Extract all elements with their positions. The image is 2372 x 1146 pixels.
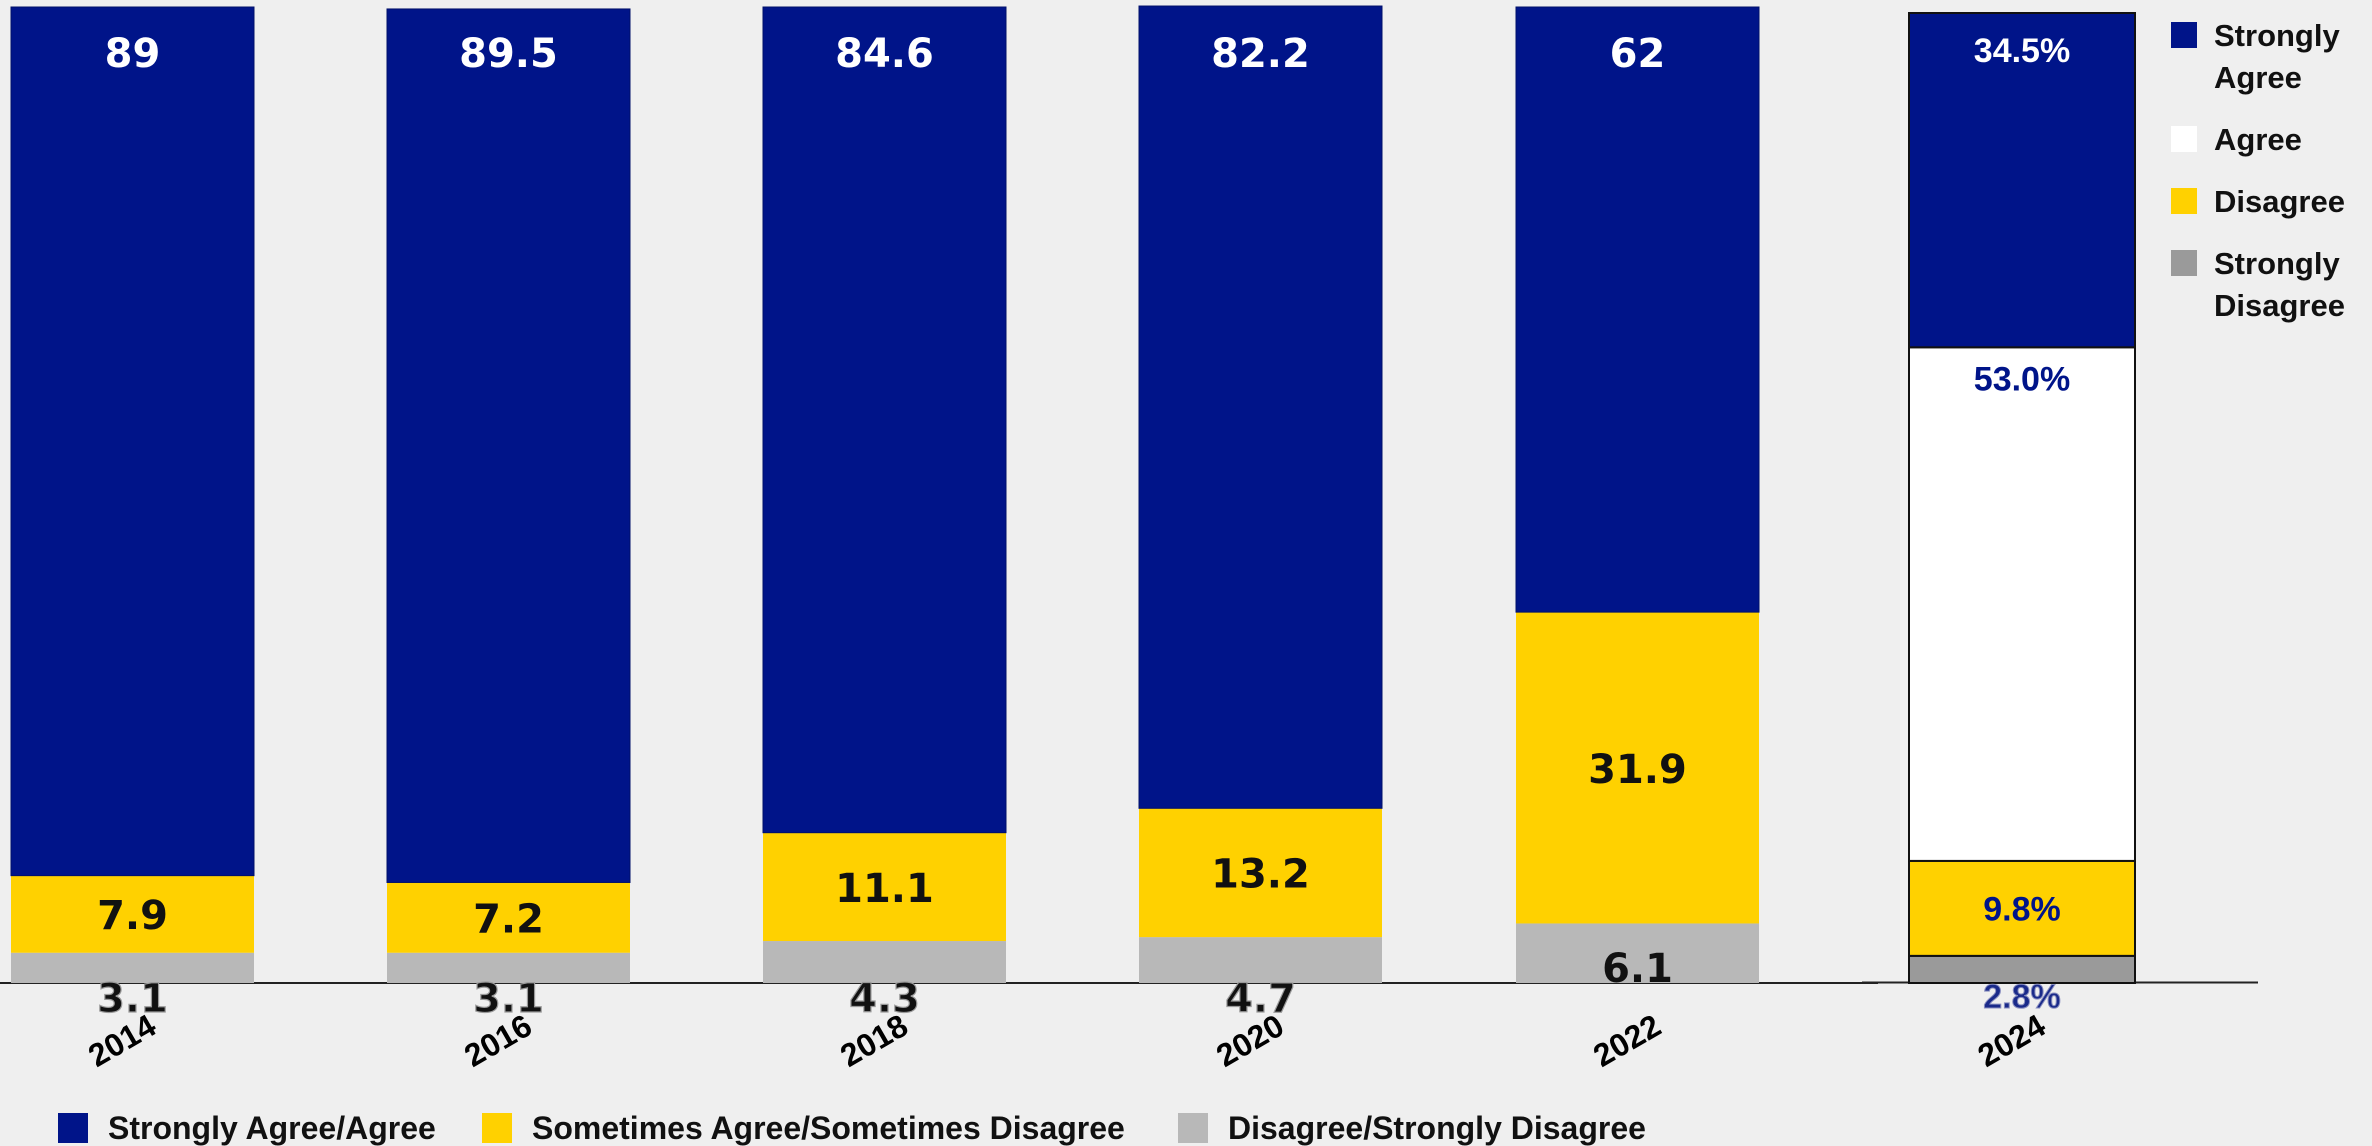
legend-swatch-bottom-1 xyxy=(482,1113,512,1143)
bar-segment-agree-2022 xyxy=(1515,6,1760,613)
data-label-2024-segment-strongly-disagree: 2.8% xyxy=(1983,978,2061,1016)
bar-segment-disagree-2014 xyxy=(11,952,254,983)
x-tick-2024: 2024 xyxy=(1972,1007,2052,1074)
bar-segment-agree-2014 xyxy=(10,6,255,877)
data-label-2024-segment-strongly-agree: 34.5% xyxy=(1974,32,2070,70)
bar-segment-disagree-2018 xyxy=(763,941,1006,983)
legend-label-right-0-line-0: Strongly xyxy=(2214,18,2340,53)
bar-segment-agree-2018 xyxy=(762,6,1007,834)
bar-2024-segment-disagree xyxy=(1908,859,2136,957)
data-label-sometimes-2018: 11.1 xyxy=(835,866,934,912)
data-label-agree-2020: 82.2 xyxy=(1211,31,1310,77)
legend-swatch-bottom-2 xyxy=(1178,1113,1208,1143)
bar-segment-agree-2020 xyxy=(1138,5,1383,809)
data-label-disagree-2014: 3.1 xyxy=(97,976,168,1022)
legend-label-right-1-line-0: Agree xyxy=(2214,122,2302,157)
legend-swatch-right-3 xyxy=(2171,250,2197,276)
bar-segment-sometimes-2020 xyxy=(1139,808,1382,938)
legend-label-bottom-2: Disagree/Strongly Disagree xyxy=(1228,1110,1646,1146)
legend-swatch-right-0 xyxy=(2171,22,2197,48)
data-label-sometimes-2022: 31.9 xyxy=(1588,747,1687,793)
data-label-2024-segment-disagree: 9.8% xyxy=(1983,890,2061,928)
data-label-disagree-2020: 4.7 xyxy=(1225,976,1296,1022)
data-label-disagree-2016: 3.1 xyxy=(473,976,544,1022)
bar-segment-disagree-2020 xyxy=(1139,937,1382,983)
bar-segment-sometimes-2016 xyxy=(387,882,630,953)
bar-segment-sometimes-2022 xyxy=(1516,612,1759,924)
legend-swatch-right-2 xyxy=(2171,188,2197,214)
x-tick-2022: 2022 xyxy=(1587,1007,1667,1074)
bar-2024-segment-agree xyxy=(1908,346,2136,862)
bar-segment-sometimes-2014 xyxy=(11,875,254,953)
data-label-agree-2014: 89 xyxy=(105,31,161,77)
data-label-disagree-2018: 4.3 xyxy=(849,976,920,1022)
legend-swatch-right-1 xyxy=(2171,126,2197,152)
legend-label-bottom-1: Sometimes Agree/Sometimes Disagree xyxy=(532,1110,1125,1146)
bar-2024-segment-strongly-disagree xyxy=(1908,954,2136,984)
legend-label-right-2-line-0: Disagree xyxy=(2214,184,2345,219)
legend-label-right-3-line-0: Strongly xyxy=(2214,246,2340,281)
bar-segment-disagree-2022 xyxy=(1516,923,1759,983)
legend-label-right-0-line-1: Agree xyxy=(2214,60,2302,95)
data-label-sometimes-2014: 7.9 xyxy=(97,893,168,939)
data-label-agree-2016: 89.5 xyxy=(459,31,558,77)
bar-segment-sometimes-2018 xyxy=(763,832,1006,942)
data-label-sometimes-2020: 13.2 xyxy=(1211,852,1310,898)
data-label-agree-2018: 84.6 xyxy=(835,31,934,77)
data-label-agree-2022: 62 xyxy=(1610,31,1666,77)
data-label-2024-segment-agree: 53.0% xyxy=(1974,360,2070,398)
data-label-disagree-2022: 6.1 xyxy=(1602,946,1673,992)
legend-label-bottom-0: Strongly Agree/Agree xyxy=(108,1110,436,1146)
legend-label-right-3-line-1: Disagree xyxy=(2214,288,2345,323)
bar-segment-disagree-2016 xyxy=(387,952,630,983)
bar-segment-agree-2016 xyxy=(386,8,631,883)
data-label-sometimes-2016: 7.2 xyxy=(473,897,544,943)
bar-2024-segment-strongly-agree xyxy=(1908,12,2136,349)
legend-swatch-bottom-0 xyxy=(58,1113,88,1143)
